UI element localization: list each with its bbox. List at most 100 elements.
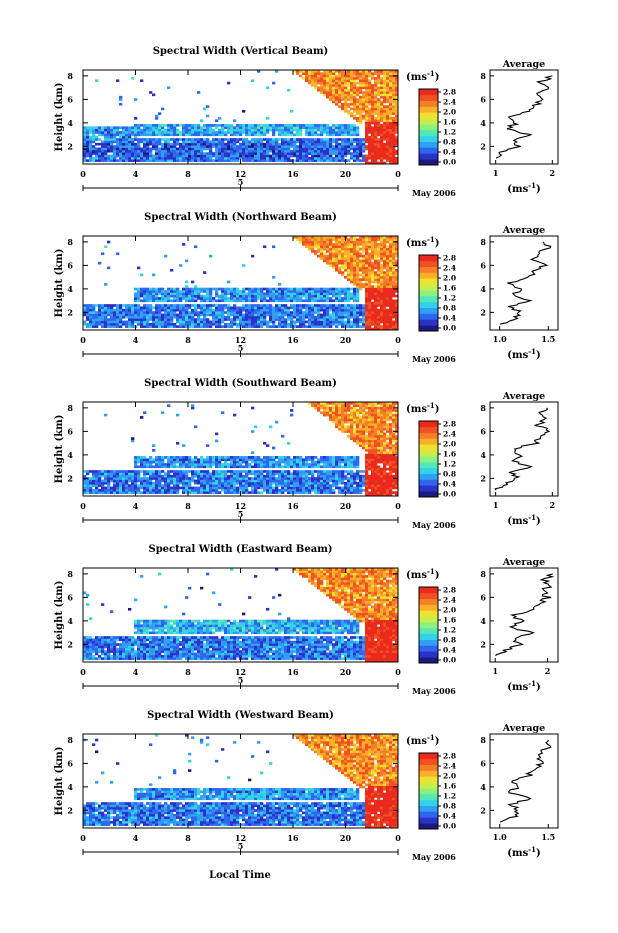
- heatmap-cell: [374, 131, 377, 134]
- heatmap-cell: [257, 141, 260, 144]
- heatmap-cell: [389, 94, 392, 97]
- heatmap-cell: [281, 316, 284, 319]
- heatmap-cell: [221, 148, 224, 151]
- heatmap-cell: [242, 155, 245, 158]
- heatmap-cell: [308, 143, 311, 146]
- heatmap-cell: [329, 290, 332, 293]
- heatmap-cell: [221, 133, 224, 136]
- heatmap-cell: [128, 133, 131, 136]
- heatmap-cell: [392, 260, 395, 263]
- heatmap-cell: [359, 150, 362, 153]
- heatmap-cell: [359, 119, 362, 122]
- heatmap-cell: [371, 129, 374, 132]
- heatmap-cell: [368, 141, 371, 144]
- x-tick-label: 8: [185, 169, 191, 179]
- heatmap-cell: [299, 318, 302, 321]
- heatmap-cell: [383, 124, 386, 127]
- heatmap-cell: [236, 316, 239, 319]
- heatmap-cell: [389, 292, 392, 295]
- heatmap-cell: [200, 299, 203, 302]
- heatmap-cell: [242, 321, 245, 324]
- heatmap-cell: [350, 129, 353, 132]
- heatmap-cell: [125, 489, 128, 492]
- heatmap-cell: [377, 255, 380, 258]
- heatmap-cell: [221, 484, 224, 487]
- heatmap-cell: [161, 491, 164, 494]
- heatmap-cell: [353, 264, 356, 267]
- y-tick-label: 6: [67, 94, 73, 104]
- heatmap-cell: [155, 484, 158, 487]
- heatmap-cell: [143, 152, 146, 155]
- heatmap-cell: [161, 138, 164, 141]
- heatmap-cell: [185, 318, 188, 321]
- heatmap-cell: [152, 141, 155, 144]
- heatmap-cell: [356, 143, 359, 146]
- heatmap-cell: [380, 103, 383, 106]
- heatmap-cell: [152, 458, 155, 461]
- heatmap-cell: [353, 309, 356, 312]
- heatmap-cell: [212, 288, 215, 291]
- heatmap-cell: [185, 152, 188, 155]
- heatmap-cell: [368, 262, 371, 265]
- heatmap-cell: [305, 314, 308, 317]
- heatmap-cell: [305, 131, 308, 134]
- heatmap-cell: [377, 129, 380, 132]
- heatmap-cell: [380, 157, 383, 160]
- heatmap-cell: [371, 157, 374, 160]
- heatmap-cell: [89, 482, 92, 485]
- heatmap-cell: [323, 311, 326, 314]
- heatmap-cell: [356, 283, 359, 286]
- heatmap-cell: [272, 290, 275, 293]
- heatmap-cell: [371, 281, 374, 284]
- heatmap-cell: [155, 465, 158, 468]
- heatmap-cell: [362, 278, 365, 281]
- heatmap-cell: [227, 456, 230, 459]
- heatmap-cell: [392, 283, 395, 286]
- heatmap-cell: [263, 145, 266, 148]
- heatmap-cell: [272, 152, 275, 155]
- heatmap-cell: [335, 292, 338, 295]
- heatmap-cell: [257, 297, 260, 300]
- heatmap-cell: [359, 260, 362, 263]
- heatmap-cell: [392, 302, 395, 305]
- heatmap-cell: [125, 307, 128, 310]
- heatmap-cell: [368, 103, 371, 106]
- heatmap-cell: [314, 288, 317, 291]
- heatmap-cell: [323, 84, 326, 87]
- heatmap-cell: [362, 105, 365, 108]
- heatmap-cell: [221, 143, 224, 146]
- heatmap-cell: [368, 276, 371, 279]
- heatmap-cell: [275, 141, 278, 144]
- heatmap-cell: [233, 458, 236, 461]
- heatmap-cell: [215, 145, 218, 148]
- heatmap-cell: [284, 295, 287, 298]
- heatmap-cell: [242, 138, 245, 141]
- heatmap-cell: [146, 124, 149, 127]
- heatmap-cell: [389, 260, 392, 263]
- heatmap-cell: [317, 241, 320, 244]
- heatmap-cell: [383, 314, 386, 317]
- heatmap-cell: [371, 112, 374, 115]
- heatmap-cell: [383, 72, 386, 75]
- heatmap-cell: [260, 159, 263, 162]
- heatmap-cell: [89, 150, 92, 153]
- heatmap-cell: [131, 321, 134, 324]
- heatmap-cell: [146, 480, 149, 483]
- heatmap-cell: [191, 145, 194, 148]
- heatmap-cell: [152, 449, 155, 452]
- heatmap-cell: [380, 238, 383, 241]
- heatmap-cell: [128, 491, 131, 494]
- heatmap-cell: [152, 94, 155, 97]
- heatmap-cell: [152, 290, 155, 293]
- heatmap-cell: [227, 463, 230, 466]
- heatmap-cell: [257, 143, 260, 146]
- heatmap-cell: [326, 304, 329, 307]
- heatmap-cell: [182, 288, 185, 291]
- heatmap-cell: [248, 321, 251, 324]
- heatmap-cell: [329, 157, 332, 160]
- heatmap-cell: [149, 138, 152, 141]
- heatmap-cell: [197, 124, 200, 127]
- heatmap-cell: [248, 126, 251, 129]
- heatmap-cell: [116, 491, 119, 494]
- heatmap-cell: [287, 299, 290, 302]
